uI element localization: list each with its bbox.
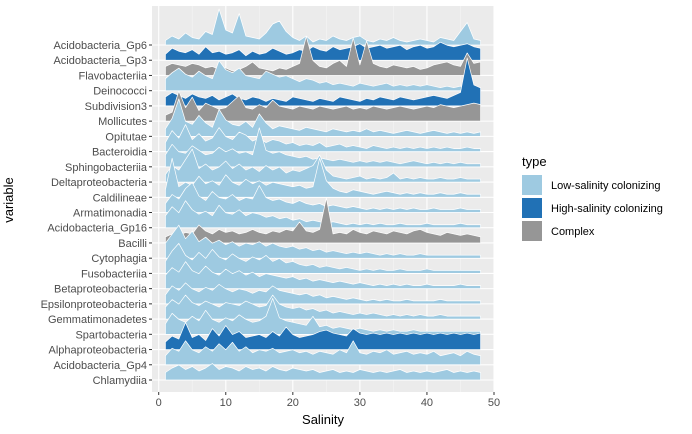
ridge-flavobacteriia	[165, 36, 481, 76]
ridge-acidobacteria-gp6	[165, 8, 481, 46]
ridge-alphaproteobacteria	[165, 322, 481, 350]
y-tick-label: Sphingobacteriia	[65, 162, 148, 174]
y-tick-label: Armatimonadia	[73, 208, 148, 220]
ridge-opitutae	[165, 98, 481, 137]
y-tick-label: Fusobacteriia	[81, 268, 148, 280]
ridge-deltaproteobacteria	[165, 148, 481, 183]
y-tick-label: Opitutae	[105, 131, 147, 143]
ridge-chlamydiia	[165, 363, 481, 381]
y-tick-label: Gemmatimonadetes	[48, 314, 148, 326]
ridge-caldilineae	[165, 157, 481, 198]
y-tick-label: Acidobacteria_Gp16	[47, 223, 147, 235]
ridge-gemmatimonadetes	[165, 294, 481, 320]
y-tick-label: Bacteroidia	[92, 147, 148, 159]
ridge-spartobacteria	[165, 297, 481, 335]
ridge-acidobacteria-gp4	[165, 340, 481, 366]
y-tick-label: Betaproteobacteria	[54, 284, 148, 296]
y-tick-label: Caldilineae	[93, 192, 147, 204]
legend-title: type	[522, 154, 547, 169]
ridge-sphingobacteriia	[165, 127, 481, 168]
x-axis: 0 10 20 30 40 50	[156, 392, 500, 409]
x-tick-label: 0	[156, 397, 162, 409]
y-tick-label: Deltaproteobacteria	[51, 177, 148, 189]
y-tick-label: Spartobacteria	[75, 329, 147, 341]
y-tick-label: Mollicutes	[98, 116, 147, 128]
ridges	[165, 8, 481, 381]
x-tick-label: 50	[488, 397, 500, 409]
legend-label-low: Low-salinity colonizing	[551, 180, 660, 192]
legend-label-high: High-salinity colonizing	[551, 203, 663, 215]
ridge-cytophagia	[165, 224, 481, 259]
y-axis-title: variable	[1, 177, 16, 223]
y-tick-label: Epsilonproteobacteria	[41, 299, 148, 311]
y-tick-label: Acidobacteria_Gp6	[53, 40, 147, 52]
x-tick-label: 30	[354, 397, 366, 409]
ridge-betaproteobacteria	[165, 261, 481, 289]
y-tick-label: Cytophagia	[91, 253, 148, 265]
ridge-bacilli	[165, 197, 481, 244]
y-tick-label: Acidobacteria_Gp4	[53, 360, 147, 372]
legend-swatch-low	[522, 175, 542, 195]
ridge-mollicutes	[165, 90, 481, 122]
ridge-subdivision3	[165, 57, 481, 107]
x-tick-label: 10	[220, 397, 232, 409]
legend-swatch-complex	[522, 221, 542, 241]
y-tick-label: Acidobacteria_Gp3	[53, 55, 147, 67]
legend-swatch-high	[522, 198, 542, 218]
y-tick-label: Deinococci	[93, 86, 147, 98]
ridge-fusobacteriia	[165, 243, 481, 274]
y-axis: Acidobacteria_Gp6 Acidobacteria_Gp3 Flavob…	[41, 40, 152, 387]
legend: type Low-salinity colonizing High-salinit…	[522, 154, 663, 241]
ridge-bacteroidia	[165, 124, 481, 152]
legend-label-complex: Complex	[551, 226, 595, 238]
x-axis-title: Salinity	[302, 412, 344, 427]
y-tick-label: Subdivision3	[85, 101, 147, 113]
x-tick-label: 20	[287, 397, 299, 409]
ridge-deinococci	[165, 60, 481, 92]
x-tick-label: 40	[421, 397, 433, 409]
y-tick-label: Bacilli	[118, 238, 147, 250]
y-tick-label: Chlamydiia	[93, 375, 148, 387]
ridge-acidobacteria-gp3	[165, 41, 481, 61]
ridge-epsilonproteobacteria	[165, 282, 481, 305]
y-tick-label: Flavobacteriia	[79, 70, 148, 82]
y-tick-label: Alphaproteobacteria	[49, 345, 148, 357]
